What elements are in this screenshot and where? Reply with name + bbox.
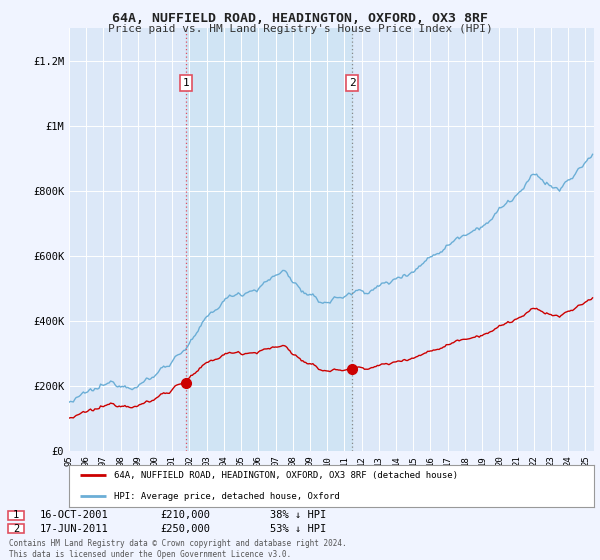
Text: 53% ↓ HPI: 53% ↓ HPI <box>270 524 326 534</box>
Text: HPI: Average price, detached house, Oxford: HPI: Average price, detached house, Oxfo… <box>113 492 340 501</box>
Text: £210,000: £210,000 <box>160 510 210 520</box>
Bar <box>186 28 352 451</box>
Text: 17-JUN-2011: 17-JUN-2011 <box>40 524 109 534</box>
Text: 16-OCT-2001: 16-OCT-2001 <box>40 510 109 520</box>
Text: 64A, NUFFIELD ROAD, HEADINGTON, OXFORD, OX3 8RF (detached house): 64A, NUFFIELD ROAD, HEADINGTON, OXFORD, … <box>113 471 458 480</box>
Text: 38% ↓ HPI: 38% ↓ HPI <box>270 510 326 520</box>
Text: 2: 2 <box>349 78 356 88</box>
Text: 1: 1 <box>182 78 189 88</box>
Text: £250,000: £250,000 <box>160 524 210 534</box>
FancyBboxPatch shape <box>8 511 24 520</box>
Text: 2: 2 <box>13 524 19 534</box>
Text: 64A, NUFFIELD ROAD, HEADINGTON, OXFORD, OX3 8RF: 64A, NUFFIELD ROAD, HEADINGTON, OXFORD, … <box>112 12 488 25</box>
Text: Price paid vs. HM Land Registry's House Price Index (HPI): Price paid vs. HM Land Registry's House … <box>107 24 493 34</box>
FancyBboxPatch shape <box>8 524 24 533</box>
Text: 1: 1 <box>13 510 19 520</box>
Text: Contains HM Land Registry data © Crown copyright and database right 2024.
This d: Contains HM Land Registry data © Crown c… <box>9 539 347 559</box>
